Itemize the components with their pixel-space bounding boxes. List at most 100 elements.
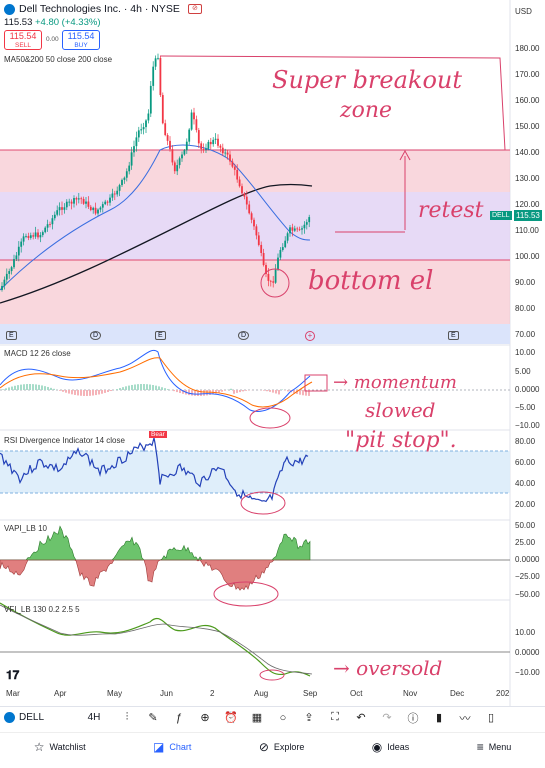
macd-bar	[230, 388, 232, 390]
candle-body	[248, 204, 251, 214]
symbol-row[interactable]: Dell Technologies Inc. · 4h · NYSE ⊘	[4, 3, 202, 15]
macd-bar	[224, 390, 226, 391]
candle-body	[286, 233, 289, 241]
candle-body	[149, 85, 152, 114]
macd-bar	[8, 387, 10, 390]
symbol-selector[interactable]: DELL	[4, 712, 74, 723]
candle-body	[133, 146, 135, 153]
bar-style-icon[interactable]: ▮	[435, 712, 443, 724]
candle-body	[231, 161, 234, 167]
earnings-marker[interactable]: E	[155, 331, 166, 340]
candle-body	[37, 232, 39, 238]
idea-icon[interactable]: ○	[279, 711, 287, 724]
ma-indicator-label[interactable]: MA50&200 50 close 200 close	[4, 55, 113, 64]
candle-body	[289, 227, 291, 234]
last-price-tag: 115.53	[514, 210, 542, 221]
symbol-title[interactable]: Dell Technologies Inc. · 4h · NYSE	[19, 3, 180, 15]
vapi-label[interactable]: VAPI_LB 10	[4, 524, 47, 533]
macd-bar	[86, 390, 88, 396]
candle-body	[101, 204, 104, 208]
macd-label[interactable]: MACD 12 26 close	[4, 349, 71, 358]
macd-bar	[215, 390, 217, 394]
price-candles	[1, 53, 311, 292]
earnings-marker[interactable]: E	[6, 331, 17, 340]
info-icon[interactable]: ⓘ	[407, 712, 419, 725]
rsi-line	[0, 437, 309, 503]
currency-label[interactable]: USD	[515, 7, 532, 16]
macd-bar	[218, 390, 220, 393]
candle-body	[61, 207, 63, 210]
candle-body	[272, 281, 275, 283]
nav-chart[interactable]: ◪ Chart	[153, 740, 191, 754]
device-icon[interactable]: ▯	[487, 712, 495, 724]
candle-body	[250, 213, 253, 220]
candle-body	[169, 140, 171, 150]
indicator-fx-icon[interactable]: ƒ	[175, 711, 183, 724]
macd-bar	[203, 390, 205, 396]
candle-body	[205, 148, 207, 150]
add-event-icon[interactable]: +	[305, 331, 315, 341]
price-tick: 150.00	[515, 122, 540, 131]
candle-body	[253, 219, 255, 227]
macd-bar	[143, 384, 145, 390]
price-tick: 140.00	[515, 148, 540, 157]
buy-button[interactable]: 115.54 BUY	[62, 30, 100, 50]
candle-body	[195, 119, 198, 131]
macd-bar	[134, 384, 136, 390]
vfi-label[interactable]: VFI_LB 130 0.2 2.5 5	[4, 605, 80, 614]
macd-bar	[44, 386, 46, 390]
macd-bar	[242, 390, 244, 392]
macd-bar	[278, 390, 280, 395]
bar-type-icon[interactable]: ⫶	[125, 711, 129, 723]
chart-canvas[interactable]	[0, 0, 545, 706]
timeframe-selector[interactable]: 4H	[87, 712, 101, 723]
nav-chart-label: Chart	[169, 741, 192, 752]
nav-menu[interactable]: ≡ Menu	[477, 740, 512, 754]
earnings-marker[interactable]: E	[448, 331, 459, 340]
nav-watchlist[interactable]: ☆ Watchlist	[34, 740, 86, 754]
time-tick: May	[107, 689, 123, 698]
vapi-tick: 0.0000	[515, 555, 540, 564]
dividend-marker[interactable]: D	[238, 331, 250, 340]
macd-bar	[281, 389, 283, 390]
visibility-toggle-icon[interactable]: ⊘	[187, 4, 202, 14]
sell-button[interactable]: 115.54 SELL	[4, 30, 42, 50]
fullscreen-icon[interactable]: ⛶	[331, 711, 339, 723]
add-icon[interactable]: ⊕	[200, 712, 210, 724]
candle-body	[97, 209, 99, 214]
time-tick: Jun	[160, 689, 173, 698]
candle-body	[303, 224, 306, 229]
compass-icon: ⊘	[258, 739, 269, 754]
candle-body	[17, 246, 20, 256]
macd-bar	[2, 389, 4, 390]
candle-body	[221, 147, 224, 154]
macd-bar	[26, 384, 28, 390]
macd-bar	[140, 384, 142, 390]
redo-icon[interactable]: ↷	[382, 712, 392, 724]
macd-bar	[173, 390, 175, 392]
undo-icon[interactable]: ↶	[356, 712, 366, 724]
candle-body	[77, 198, 80, 200]
vapi-tick: 50.00	[515, 521, 536, 530]
candle-body	[229, 154, 231, 162]
share-icon[interactable]: ⇪	[304, 712, 314, 724]
candle-body	[94, 207, 97, 214]
nav-ideas[interactable]: ◉ Ideas	[372, 740, 410, 754]
macd-bar	[50, 387, 52, 390]
nav-explore[interactable]: ⊘ Explore	[259, 740, 305, 754]
draw-icon[interactable]: ✎	[148, 712, 158, 724]
macd-histogram	[2, 384, 310, 396]
candle-body	[305, 222, 308, 225]
candle-body	[212, 139, 215, 145]
macd-bar	[29, 384, 31, 390]
compare-icon[interactable]: 〰	[459, 712, 471, 725]
macd-bar	[182, 390, 184, 394]
candle-body	[269, 280, 272, 282]
dividend-marker[interactable]: D	[90, 331, 102, 340]
candle-body	[154, 58, 157, 67]
rsi-tick: 80.00	[515, 437, 536, 446]
rsi-label[interactable]: RSI Divergence Indicator 14 close	[4, 436, 125, 445]
layout-icon[interactable]: ▦	[251, 712, 263, 724]
macd-bar	[233, 390, 235, 394]
alert-icon[interactable]: ⏰	[224, 712, 238, 724]
